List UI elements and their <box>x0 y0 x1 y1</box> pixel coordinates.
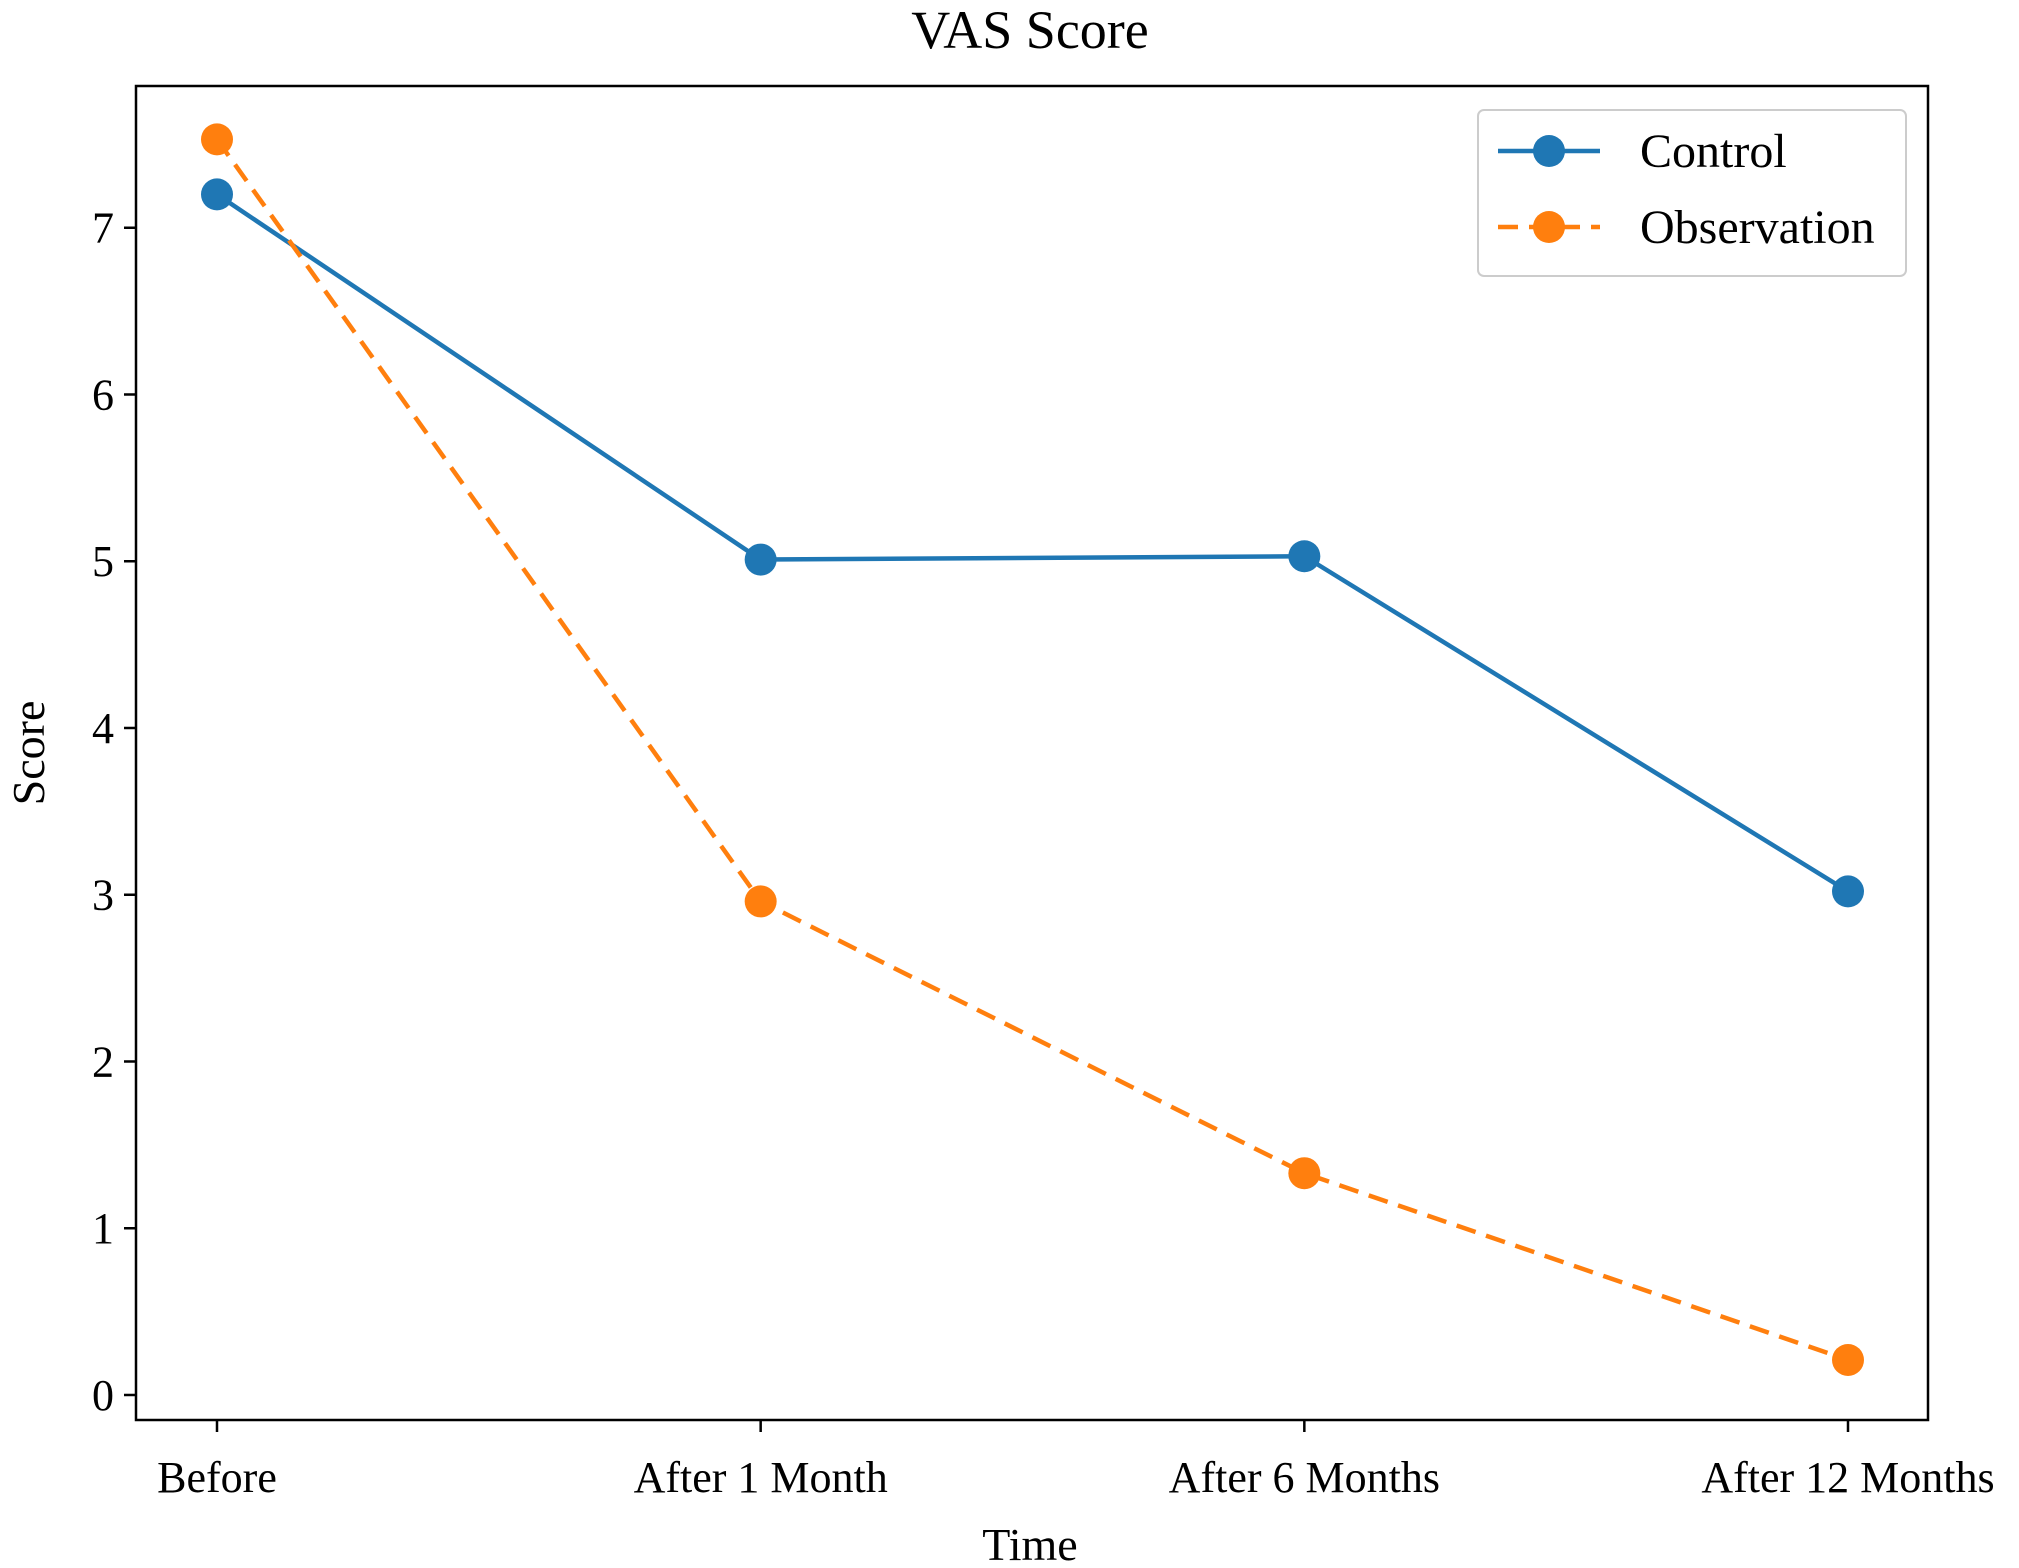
y-tick-label: 0 <box>92 1371 114 1420</box>
y-tick-label: 5 <box>92 537 114 586</box>
y-tick-label: 1 <box>92 1204 114 1253</box>
series-observation <box>201 123 1864 1376</box>
observation-point <box>1832 1343 1864 1376</box>
control-point <box>201 178 233 211</box>
legend-observation-marker <box>1533 211 1565 243</box>
legend-control-marker <box>1533 135 1565 167</box>
y-axis-label: Score <box>3 701 54 806</box>
control-point <box>744 543 777 576</box>
y-tick-label: 7 <box>92 204 114 253</box>
control-line <box>215 192 1850 894</box>
legend-control-label: Control <box>1640 125 1787 178</box>
observation-line <box>215 138 1849 1363</box>
y-axis: 0 1 2 3 4 5 6 7 <box>92 204 136 1420</box>
series-layer <box>201 123 1864 1376</box>
y-tick-label: 3 <box>92 871 114 920</box>
observation-point <box>1288 1157 1321 1190</box>
x-tick-label: Before <box>157 1453 277 1502</box>
chart-title: VAS Score <box>911 0 1149 60</box>
y-tick-label: 2 <box>92 1037 114 1086</box>
series-control <box>201 178 1864 908</box>
legend-observation-label: Observation <box>1640 201 1875 254</box>
x-tick-label: After 6 Months <box>1169 1453 1440 1502</box>
observation-point <box>744 885 777 918</box>
y-tick-label: 4 <box>92 704 114 753</box>
y-tick-label: 6 <box>92 370 114 419</box>
x-axis: Before After 1 Month After 6 Months After 1… <box>157 1420 1995 1502</box>
control-point <box>1832 875 1864 908</box>
control-point <box>1288 540 1321 573</box>
x-axis-label: Time <box>982 1519 1077 1568</box>
x-tick-label: After 1 Month <box>634 1453 888 1502</box>
x-tick-label: After 12 Months <box>1701 1453 1994 1502</box>
legend: Control Observation <box>1477 109 1907 277</box>
plot-area-frame <box>134 84 1930 1422</box>
observation-point <box>201 123 233 156</box>
